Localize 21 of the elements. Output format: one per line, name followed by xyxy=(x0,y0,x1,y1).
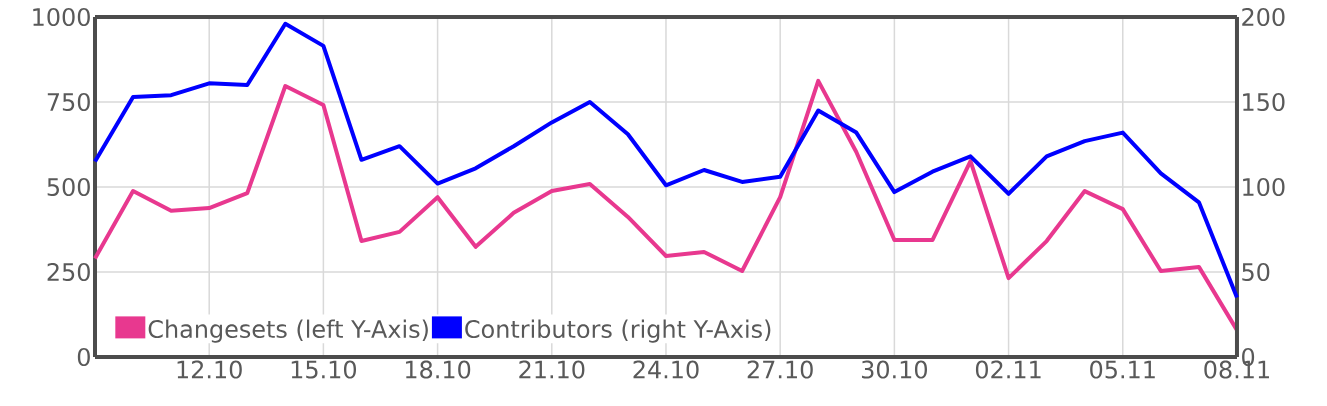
y-tick-label: 250 xyxy=(47,262,90,282)
y-tick-label: 500 xyxy=(47,177,90,197)
x-tick-label: 18.10 xyxy=(405,360,471,379)
x-tick-label: 15.10 xyxy=(291,360,357,379)
y-tick-label: 750 xyxy=(47,92,90,112)
y2-tick-label: 200 xyxy=(1242,7,1285,27)
legend-label: Changesets (left Y-Axis) xyxy=(148,319,428,343)
y2-tick-label: 50 xyxy=(1242,262,1270,282)
x-tick-label: 24.10 xyxy=(633,360,699,379)
x-tick-label: 05.11 xyxy=(1090,360,1155,379)
line-series xyxy=(93,21,1239,300)
x-tick-label: 21.10 xyxy=(519,360,585,379)
y-tick-label: 0 xyxy=(77,347,90,367)
y2-tick-label: 150 xyxy=(1243,92,1285,112)
x-tick-label: 27.10 xyxy=(747,360,813,379)
x-tick-label: 02.11 xyxy=(975,360,1041,379)
x-tick-label: 12.10 xyxy=(177,360,242,379)
x-tick-label: 30.10 xyxy=(861,360,927,379)
y-tick-label: 1000 xyxy=(33,7,90,27)
legend-label: Contributors (right Y-Axis) xyxy=(465,319,771,343)
y2-tick-label: 100 xyxy=(1243,177,1285,197)
